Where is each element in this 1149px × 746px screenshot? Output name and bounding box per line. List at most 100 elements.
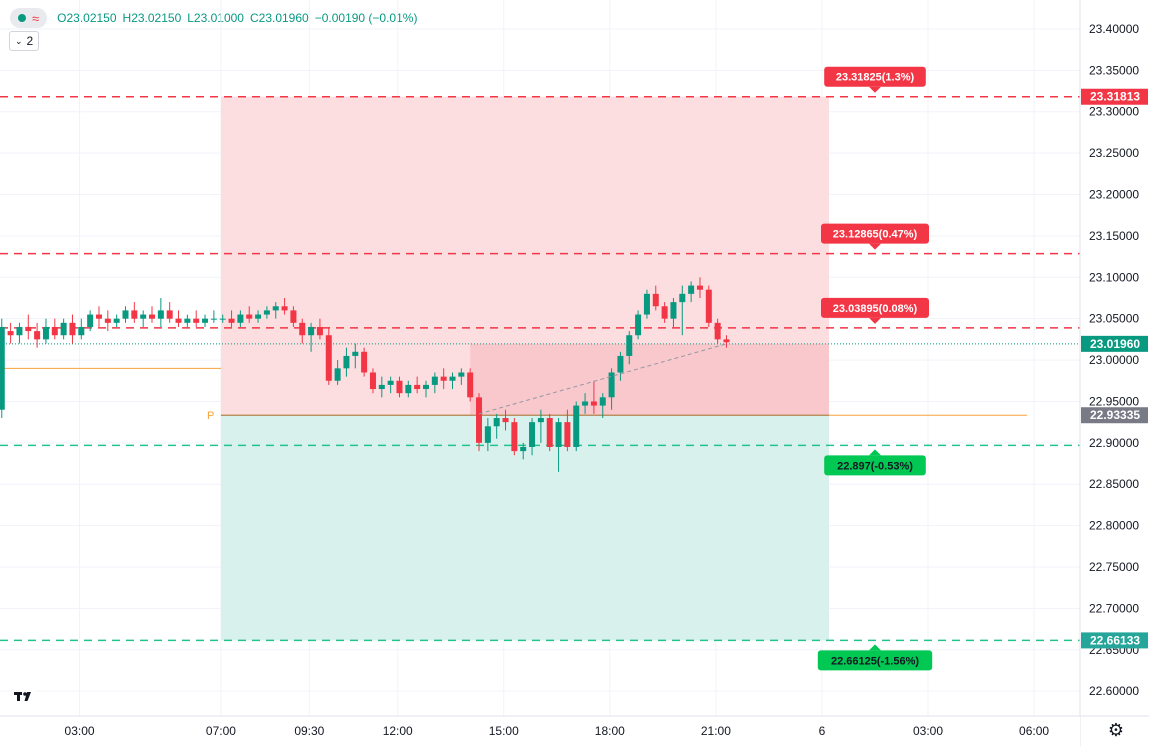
candle [34, 322, 41, 348]
candle [193, 310, 200, 327]
level-label-text: 23.03895(0.08%) [833, 303, 918, 315]
y-tick-label: 23.30000 [1089, 105, 1139, 119]
candle [458, 368, 465, 385]
candle [325, 326, 332, 385]
candle-body [42, 326, 49, 340]
candle-body [529, 422, 536, 447]
candle [679, 285, 686, 336]
candle-body [316, 326, 323, 336]
candle-body [352, 351, 359, 356]
candle-body [705, 289, 712, 323]
candle [555, 418, 562, 472]
candle-body [688, 285, 695, 294]
candle-body [405, 384, 412, 394]
candle [599, 393, 606, 419]
level-label-pointer [869, 243, 882, 250]
candle [78, 318, 85, 340]
ohlc-open: O23.02150 [57, 11, 117, 25]
candle-body [476, 397, 483, 443]
candle [219, 314, 226, 323]
ohlc-legend: ≈ O23.02150 H23.02150 L23.01000 C23.0196… [10, 8, 417, 28]
candle [60, 318, 67, 340]
candle [7, 322, 14, 344]
candle [281, 297, 288, 315]
level-axis-tag-text: 22.66133 [1090, 633, 1140, 647]
candle-body [51, 326, 58, 336]
candle-body [157, 310, 164, 319]
candle [396, 376, 403, 398]
candle [670, 297, 677, 327]
candle-body [281, 306, 288, 311]
y-tick-label: 23.10000 [1089, 270, 1139, 284]
level-label-pointer [869, 644, 882, 651]
settings-gear-icon[interactable]: ⚙ [1107, 720, 1125, 740]
y-tick-label: 22.85000 [1089, 477, 1139, 491]
candle [449, 372, 456, 390]
candle [0, 318, 5, 419]
level-axis-tag-box [1081, 88, 1148, 105]
candle [705, 285, 712, 327]
candle-body [440, 376, 447, 381]
ohlc-low: L23.01000 [187, 11, 244, 25]
candle [573, 401, 580, 452]
candle-body [246, 314, 253, 319]
price-axis-background [1080, 0, 1149, 746]
candle [343, 347, 350, 377]
candle [246, 306, 253, 323]
level-label-box [821, 297, 930, 318]
candle [422, 380, 429, 398]
ohlc-close: C23.01960 [249, 11, 309, 25]
candle-body [643, 293, 650, 315]
candle-body [228, 318, 235, 323]
level-label-box [817, 650, 933, 671]
candle-body [104, 318, 111, 323]
candle-body [414, 384, 421, 390]
candle-body [670, 302, 677, 319]
level-label-box [824, 66, 926, 87]
candle-body [652, 293, 659, 307]
level-axis-tag: 23.31813 [1081, 88, 1148, 105]
candle [352, 343, 359, 369]
candle-body [431, 376, 438, 385]
pivot-price-tag: 22.93335 [1081, 407, 1148, 424]
candle-body [60, 322, 67, 336]
candle-body [520, 446, 527, 452]
candle [635, 310, 642, 340]
y-tick-label: 22.80000 [1089, 519, 1139, 533]
candle [484, 418, 491, 452]
candle-body [237, 314, 244, 323]
x-tick-label: 09:30 [294, 724, 324, 738]
symbol-status-pill[interactable]: ≈ [10, 8, 48, 28]
candle [476, 393, 483, 452]
candle-body [202, 318, 209, 323]
candle [140, 310, 147, 327]
candle-body [184, 318, 191, 323]
level-label-tag: 23.03895(0.08%) [821, 297, 930, 324]
candle [175, 310, 182, 327]
current-price-tag: 23.01960 [1081, 335, 1148, 352]
ohlc-high: H23.02150 [122, 11, 182, 25]
candle-body [175, 318, 182, 323]
candle-body [590, 401, 597, 406]
indicators-toggle-button[interactable]: ⌄ 2 [9, 31, 40, 51]
candle-body [493, 418, 500, 427]
candle-body [78, 326, 85, 336]
open-trade-zone [470, 343, 830, 416]
tradingview-logo-icon[interactable] [10, 685, 38, 707]
x-tick-label: 6 [819, 724, 826, 738]
candle-body [582, 401, 589, 406]
level-label-box [824, 455, 926, 476]
candle [69, 314, 76, 344]
candle-body [696, 285, 703, 290]
pivot-price-tag-box [1081, 407, 1148, 424]
candle-body [290, 310, 297, 323]
candle [688, 281, 695, 303]
candle [95, 306, 102, 327]
candle-body [69, 322, 76, 336]
candle [511, 418, 518, 456]
pivot-label: P [207, 410, 214, 422]
candle-body [484, 426, 491, 443]
wave-icon: ≈ [32, 10, 40, 26]
candle-body [0, 326, 5, 410]
